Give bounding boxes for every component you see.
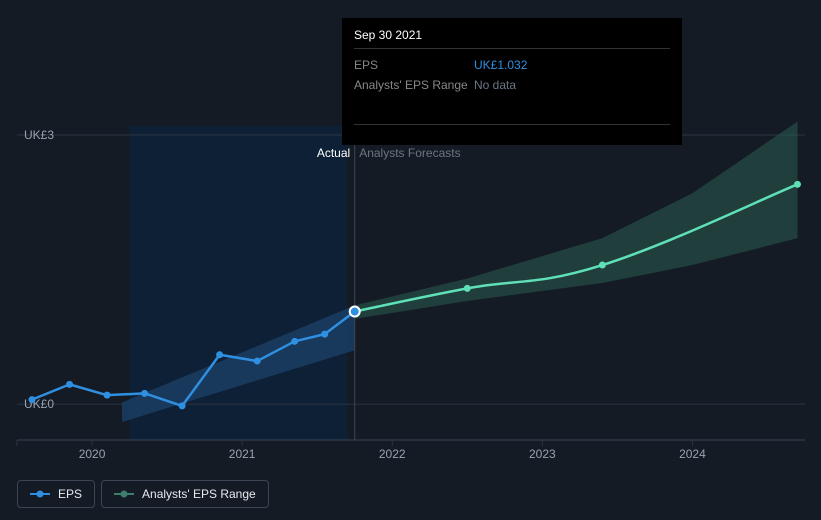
legend-item-label: Analysts' EPS Range <box>142 487 256 501</box>
tooltip-rows: EPSUK£1.032Analysts' EPS RangeNo data <box>354 55 670 96</box>
tooltip-date: Sep 30 2021 <box>354 28 670 42</box>
tooltip-row-value: UK£1.032 <box>474 55 527 75</box>
svg-text:2020: 2020 <box>79 447 106 461</box>
svg-text:UK£3: UK£3 <box>24 128 54 142</box>
chart-tooltip: Sep 30 2021 EPSUK£1.032Analysts' EPS Ran… <box>342 18 682 145</box>
legend-item-label: EPS <box>58 487 82 501</box>
legend-swatch-icon <box>114 489 134 499</box>
svg-text:2021: 2021 <box>229 447 256 461</box>
eps-chart: UK£0UK£320202021202220232024 Actual Anal… <box>0 0 821 520</box>
tooltip-row-value: No data <box>474 75 516 95</box>
tooltip-divider <box>354 48 670 49</box>
tooltip-row-label: EPS <box>354 55 474 75</box>
chart-legend: EPS Analysts' EPS Range <box>17 480 269 508</box>
tooltip-row: EPSUK£1.032 <box>354 55 670 75</box>
svg-text:2023: 2023 <box>529 447 556 461</box>
tooltip-row: Analysts' EPS RangeNo data <box>354 75 670 95</box>
svg-text:2022: 2022 <box>379 447 406 461</box>
legend-item-range[interactable]: Analysts' EPS Range <box>101 480 269 508</box>
legend-item-eps[interactable]: EPS <box>17 480 95 508</box>
legend-swatch-icon <box>30 489 50 499</box>
tooltip-row-label: Analysts' EPS Range <box>354 75 474 95</box>
svg-text:2024: 2024 <box>679 447 706 461</box>
tooltip-divider-bottom <box>354 124 670 125</box>
